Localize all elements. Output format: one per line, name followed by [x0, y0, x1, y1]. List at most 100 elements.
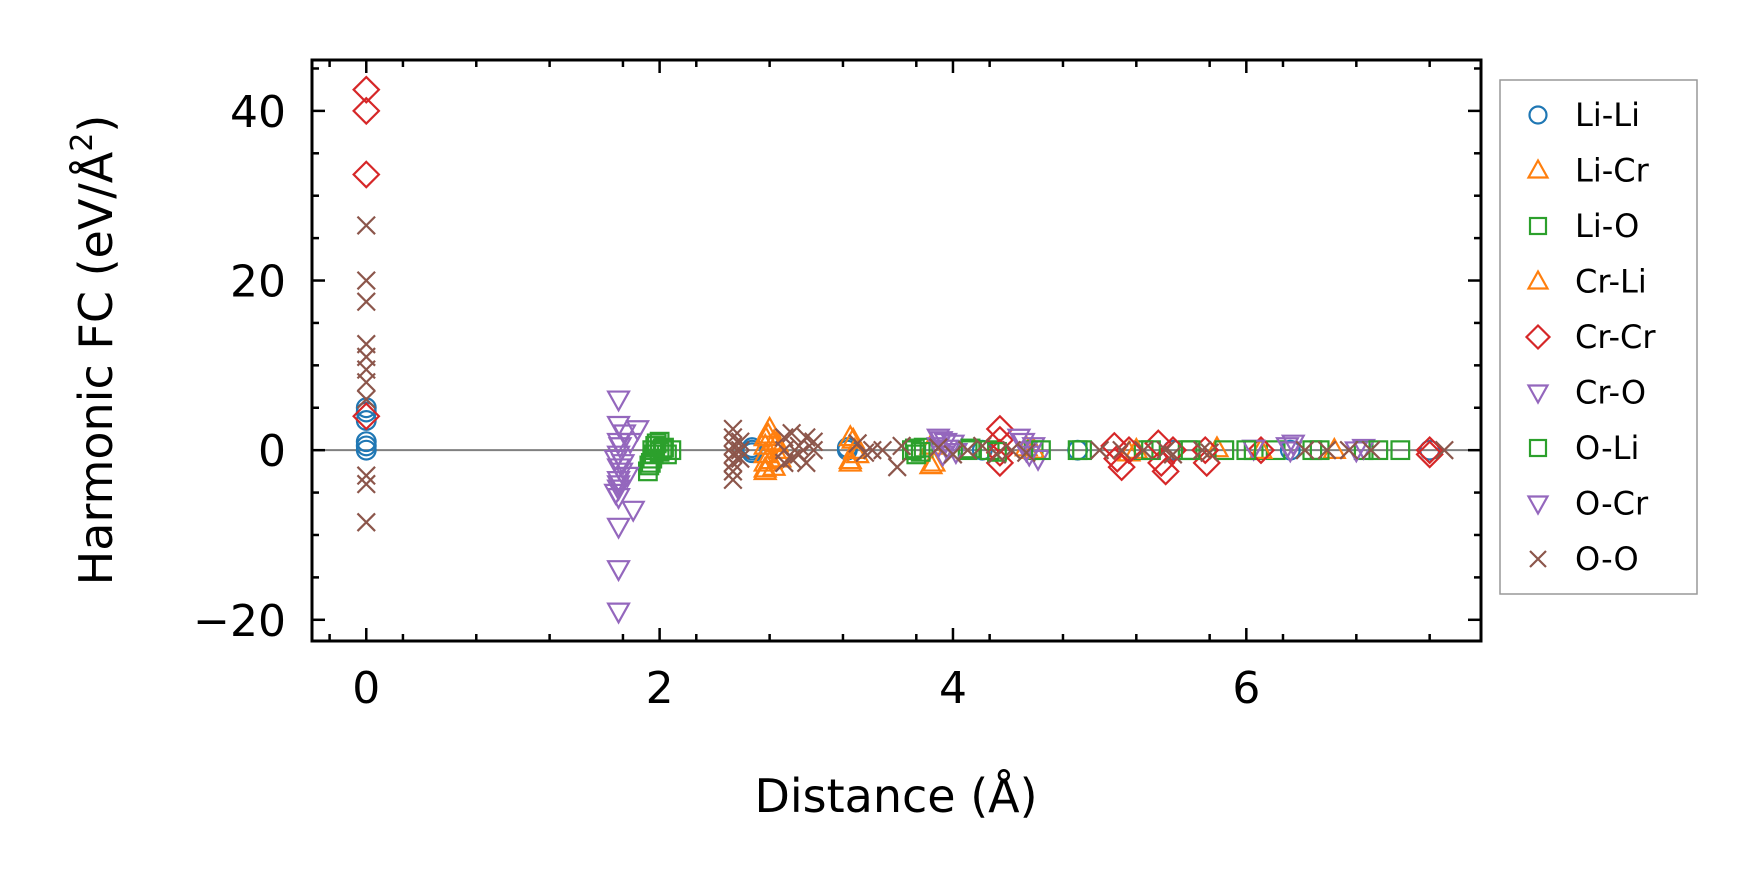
- legend-marker-cr-li: [1526, 269, 1550, 290]
- data-point-o-li: [643, 444, 664, 465]
- data-point-o-li: [910, 441, 931, 462]
- data-point-o-o: [356, 215, 376, 235]
- legend-marker-li-li: [1528, 105, 1548, 125]
- legend-label: O-Li: [1575, 429, 1639, 467]
- legend-marker-o-li: [1528, 438, 1548, 458]
- data-point-o-o: [356, 389, 376, 409]
- data-point-o-o: [723, 419, 743, 439]
- data-point-o-cr: [607, 437, 633, 460]
- y-axis-title-main: Harmonic FC (eV/Å: [69, 151, 123, 585]
- x-tick-label: 0: [352, 663, 380, 714]
- data-point-cr-o: [606, 602, 631, 625]
- data-point-li-o: [1214, 440, 1235, 461]
- y-axis-title-close: ): [69, 115, 123, 133]
- data-point-li-cr: [1204, 435, 1230, 458]
- legend-item-cr-cr: Cr-Cr: [1524, 318, 1656, 356]
- data-point-o-o: [1200, 443, 1220, 463]
- data-point-o-o: [730, 440, 750, 460]
- legend-marker-o-o: [1529, 550, 1547, 568]
- legend-item-o-o: O-O: [1529, 540, 1639, 578]
- data-point-o-cr: [617, 432, 643, 455]
- data-point-cr-o: [606, 560, 631, 583]
- data-point-cr-li: [755, 421, 781, 444]
- data-point-o-o: [892, 436, 912, 456]
- data-point-o-o: [887, 457, 907, 477]
- legend-label: Cr-Cr: [1575, 318, 1656, 356]
- series-o-li: [640, 433, 1389, 473]
- data-point-o-li: [904, 438, 925, 459]
- data-point-o-o: [1295, 440, 1315, 460]
- legend-item-li-o: Li-O: [1528, 207, 1639, 245]
- y-axis-title: Harmonic FC (eV/Å2): [65, 115, 123, 586]
- legend-item-o-cr: O-Cr: [1526, 485, 1649, 523]
- data-point-o-o: [1112, 440, 1132, 460]
- data-point-cr-cr: [352, 96, 381, 126]
- data-point-o-o: [804, 432, 824, 452]
- data-point-o-o: [804, 440, 824, 460]
- data-point-o-o: [723, 470, 743, 490]
- data-point-o-o: [1434, 440, 1454, 460]
- y-axis-title-superscript: 2: [65, 133, 100, 152]
- data-point-o-li: [1180, 440, 1201, 461]
- data-point-o-cr: [609, 462, 634, 485]
- y-tick-label: 20: [230, 257, 286, 308]
- data-point-o-o: [1090, 440, 1110, 460]
- data-point-o-o: [928, 438, 948, 458]
- data-point-o-o: [1192, 440, 1212, 460]
- legend-marker-li-cr: [1526, 158, 1550, 179]
- data-point-o-o: [1134, 440, 1154, 460]
- data-point-o-o: [730, 432, 750, 452]
- data-point-cr-o: [620, 500, 646, 523]
- data-point-o-o: [356, 474, 376, 494]
- data-point-cr-cr: [352, 75, 381, 104]
- data-point-o-o: [1016, 443, 1036, 463]
- legend-label: Li-Li: [1575, 96, 1640, 134]
- legend-item-cr-o: Cr-O: [1526, 374, 1646, 412]
- data-point-o-cr: [603, 483, 628, 506]
- plot-frame: [310, 58, 1483, 643]
- data-point-cr-cr: [1415, 440, 1444, 469]
- data-point-o-cr: [1275, 437, 1300, 460]
- legend-item-li-cr: Li-Cr: [1526, 152, 1650, 190]
- x-tick-label: 4: [939, 663, 967, 714]
- data-point-cr-cr: [1246, 435, 1276, 465]
- data-point-cr-cr: [1415, 435, 1444, 465]
- data-point-o-o: [356, 270, 376, 291]
- data-point-cr-o: [606, 390, 631, 413]
- data-point-o-o: [356, 466, 376, 486]
- legend-label: O-Cr: [1575, 485, 1649, 523]
- data-points-layer: [352, 75, 1454, 625]
- legend-label: O-O: [1575, 540, 1639, 578]
- data-point-o-o: [356, 372, 376, 392]
- x-axis-title: Distance (Å): [754, 769, 1037, 823]
- data-point-cr-li: [764, 430, 790, 453]
- legend-label: Li-Cr: [1575, 152, 1650, 190]
- data-point-o-o: [723, 461, 743, 481]
- data-point-o-li: [654, 437, 674, 458]
- data-point-o-o: [1163, 444, 1183, 464]
- data-point-o-o: [972, 436, 992, 456]
- data-point-o-o: [958, 440, 978, 460]
- y-tick-label: 40: [230, 87, 286, 138]
- data-point-cr-cr: [1151, 457, 1180, 486]
- data-point-o-o: [356, 512, 376, 532]
- data-point-o-o: [782, 423, 802, 443]
- data-point-cr-o: [606, 517, 631, 540]
- data-point-o-o: [943, 444, 963, 464]
- legend-label: Cr-O: [1575, 374, 1646, 412]
- y-tick-label: 0: [258, 426, 286, 477]
- y-tick-label: −20: [193, 596, 286, 647]
- data-point-o-li: [649, 441, 670, 462]
- data-point-li-o: [906, 444, 927, 465]
- data-point-li-o: [639, 455, 660, 476]
- legend: Li-Li Li-Cr Li-O Cr-Li Cr-Cr Cr-O O-Li O-Cr O-O: [1499, 79, 1698, 595]
- legend-marker-cr-cr: [1524, 323, 1552, 351]
- data-point-cr-li: [837, 447, 863, 470]
- data-point-o-li: [1236, 440, 1257, 461]
- data-point-o-o: [796, 453, 816, 473]
- data-point-cr-cr: [352, 402, 381, 431]
- series-o-o: [356, 215, 1454, 532]
- data-point-cr-cr: [1114, 435, 1144, 465]
